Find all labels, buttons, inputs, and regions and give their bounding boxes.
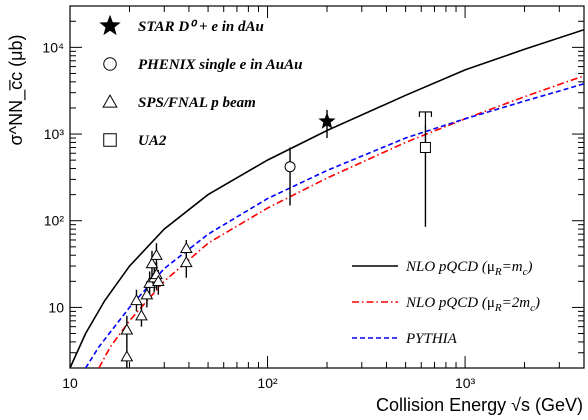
y-axis-title: σ^NN_c̅c (μb) <box>6 35 27 146</box>
label-part: μ <box>487 259 495 275</box>
label-part: R <box>494 266 502 278</box>
data-point-triangle <box>135 309 148 321</box>
legend-marker-triangle <box>102 94 118 108</box>
y-tick-label: 10⁴ <box>42 39 64 55</box>
data-point-triangle <box>145 257 159 269</box>
label-part: c <box>530 302 535 314</box>
data-point-triangle <box>179 255 193 268</box>
x-tick-label: 10 <box>62 375 78 391</box>
data-markers <box>120 112 431 362</box>
x-tick-label: 10³ <box>455 375 476 391</box>
label-part: =m <box>502 259 523 275</box>
legend-label: UA2 <box>138 133 167 149</box>
y-tick-label: 10 <box>48 299 64 315</box>
model-legend: NLO pQCD (μR=mc)NLO pQCD (μR=2mc)PYTHIA <box>352 259 540 347</box>
model-curves <box>70 28 584 368</box>
label-part: c <box>523 266 528 278</box>
model-legend-label: NLO pQCD (μR=2mc) <box>405 295 540 314</box>
label-part: μ <box>487 295 495 311</box>
data-point-triangle <box>150 248 163 260</box>
data-point-triangle <box>120 350 134 362</box>
x-axis-title: Collision Energy √s (GeV) <box>376 395 583 415</box>
model-curve <box>98 75 584 368</box>
y-tick-label: 10³ <box>44 126 65 142</box>
legend-label: PHENIX single e in AuAu <box>138 57 303 73</box>
label-part: ) <box>534 295 540 311</box>
legend: STAR D⁰ + e in dAu PHENIX single e in AuA… <box>99 14 303 149</box>
y-tick-label: 10² <box>44 213 65 229</box>
legend-label: STAR D⁰ + e in dAu <box>138 19 264 35</box>
x-tick-label: 10² <box>257 375 278 391</box>
model-curve <box>84 83 584 368</box>
data-point-triangle <box>130 294 143 306</box>
legend-label: SPS/FNAL p beam <box>138 95 256 111</box>
error-bars <box>126 109 433 368</box>
label-part: PYTHIA <box>405 331 458 347</box>
model-legend-label: NLO pQCD (μR=mc) <box>405 259 533 278</box>
label-part: R <box>494 302 502 314</box>
label-part: NLO pQCD ( <box>405 295 488 311</box>
axis-ticks: 10 10² 10³ 10 10² 10³ 10⁴ <box>42 5 585 391</box>
data-point-triangle <box>179 241 193 253</box>
data-point-star <box>318 112 336 129</box>
data-point-triangle <box>151 274 165 286</box>
data-point-triangle <box>120 323 134 335</box>
data-point-triangle <box>140 288 154 300</box>
data-point-circle <box>284 161 296 173</box>
model-curve <box>70 28 584 368</box>
label-part: ) <box>527 259 533 275</box>
legend-marker-star <box>99 14 121 36</box>
data-point-square <box>419 141 431 153</box>
legend-marker-circle <box>103 57 117 71</box>
model-legend-label: PYTHIA <box>405 331 458 347</box>
label-part: NLO pQCD ( <box>405 259 488 275</box>
label-part: =2m <box>502 295 531 311</box>
legend-marker-square <box>103 133 117 147</box>
data-point-triangle <box>143 276 156 288</box>
